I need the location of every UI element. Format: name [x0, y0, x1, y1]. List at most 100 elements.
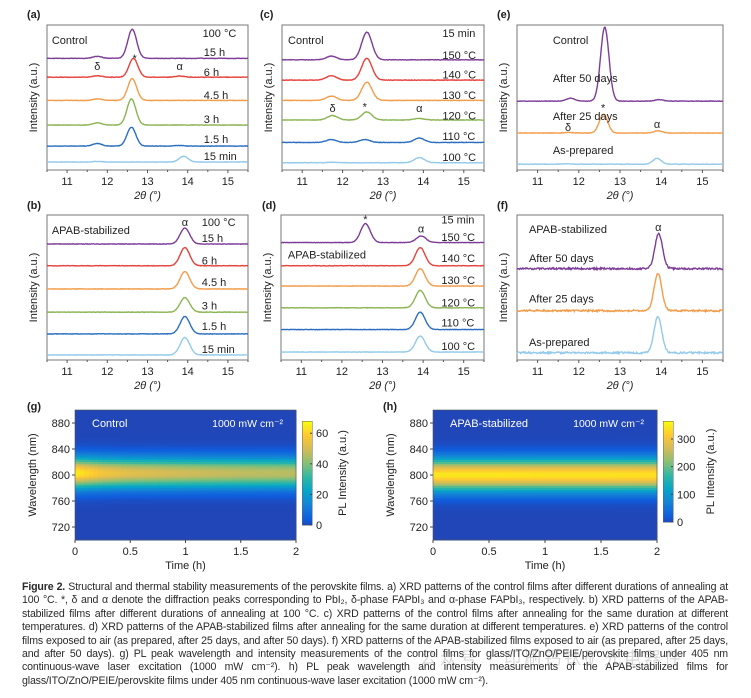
- heatmap-cell: [226, 497, 233, 500]
- heatmap-cell: [484, 512, 490, 515]
- heatmap-cell: [208, 413, 214, 417]
- heatmap-cell: [484, 471, 490, 474]
- heatmap-cell: [121, 410, 127, 413]
- heatmap-cell: [213, 436, 219, 439]
- heatmap-cell: [236, 482, 242, 485]
- heatmap-cell: [451, 525, 457, 528]
- heatmap-cell: [479, 512, 485, 515]
- colorbar-segment: [302, 523, 312, 526]
- heatmap-cell: [93, 501, 99, 504]
- heatmap-cell: [465, 450, 471, 454]
- heatmap-cell: [259, 456, 265, 459]
- heatmap-cell: [213, 410, 219, 413]
- heatmap-cell: [171, 447, 177, 450]
- heatmap-cell: [102, 413, 108, 417]
- heatmap-cell: [144, 508, 150, 511]
- heatmap-cell: [498, 484, 504, 487]
- heatmap-cell: [190, 447, 196, 450]
- heatmap-cell: [263, 417, 269, 420]
- heatmap-cell: [236, 456, 242, 459]
- heatmap-cell: [144, 434, 150, 437]
- heatmap-cell: [507, 441, 513, 445]
- heatmap-cell: [503, 484, 509, 487]
- heatmap-cell: [512, 411, 518, 415]
- annotation: *: [601, 102, 606, 114]
- heatmap-cell: [465, 534, 471, 537]
- heatmap-cell: [139, 456, 145, 459]
- heatmap-cell: [277, 506, 283, 510]
- heatmap-cell: [203, 530, 210, 534]
- colorbar-segment: [302, 507, 312, 510]
- heatmap-cell: [254, 426, 260, 430]
- heatmap-cell: [139, 517, 145, 521]
- heatmap-cell: [461, 478, 467, 482]
- heatmap-cell: [176, 530, 182, 534]
- colorbar-segment: [302, 427, 312, 431]
- heatmap-cell: [240, 502, 246, 506]
- heatmap-cell: [484, 515, 490, 519]
- heatmap-cell: [286, 508, 292, 511]
- heatmap-cell: [484, 484, 490, 487]
- heatmap-cell: [93, 486, 99, 489]
- heatmap-cell: [217, 517, 223, 521]
- heatmap-cell: [157, 445, 164, 448]
- heatmap-cell: [245, 421, 251, 424]
- heatmap-cell: [222, 514, 228, 517]
- heatmap-cell: [180, 523, 187, 526]
- heatmap-cell: [240, 410, 246, 413]
- heatmap-cell: [157, 463, 164, 467]
- colorbar-segment: [302, 512, 312, 516]
- heatmap-cell: [433, 421, 439, 424]
- heatmap-cell: [240, 489, 246, 493]
- heatmap-cell: [194, 445, 200, 448]
- heatmap-cell: [286, 484, 292, 487]
- heatmap-cell: [484, 447, 490, 450]
- heatmap-cell: [461, 480, 467, 484]
- heatmap-cell: [203, 445, 210, 448]
- heatmap-cell: [231, 423, 237, 426]
- heatmap-cell: [498, 437, 504, 441]
- heatmap-cell: [461, 415, 467, 419]
- heatmap-cell: [282, 458, 288, 461]
- heatmap-cell: [208, 517, 214, 521]
- heatmap-cell: [484, 517, 490, 521]
- heatmap-cell: [259, 411, 265, 415]
- heatmap-cell: [111, 469, 118, 472]
- heatmap-cell: [98, 476, 104, 480]
- heatmap-cell: [259, 536, 265, 539]
- heatmap-cell: [121, 462, 127, 465]
- heatmap-cell: [282, 449, 288, 452]
- heatmap-cell: [507, 469, 513, 472]
- heatmap-cell: [84, 527, 90, 530]
- heatmap-cell: [451, 419, 457, 422]
- heatmap-cell: [263, 463, 269, 467]
- heatmap-cell: [130, 501, 136, 504]
- heatmap-cell: [162, 423, 168, 426]
- heatmap-cell: [512, 413, 518, 417]
- heatmap-cell: [75, 502, 81, 506]
- heatmap-cell: [153, 476, 159, 480]
- heatmap-cell: [75, 538, 81, 541]
- heatmap-cell: [470, 528, 476, 532]
- x-tick-label: 15: [696, 366, 708, 378]
- heatmap-cell: [93, 504, 99, 508]
- heatmap-cell: [134, 497, 141, 500]
- heatmap-cell: [465, 480, 471, 484]
- heatmap-cell: [213, 530, 219, 534]
- heatmap-cell: [167, 528, 173, 532]
- heatmap-cell: [180, 413, 187, 417]
- heatmap-cell: [503, 443, 509, 446]
- heatmap-cell: [213, 426, 219, 430]
- heatmap-cell: [286, 534, 292, 537]
- heatmap-cell: [470, 476, 476, 480]
- heatmap-cell: [185, 423, 191, 426]
- heatmap-cell: [493, 436, 499, 439]
- heatmap-cell: [512, 443, 518, 446]
- heatmap-cell: [465, 415, 471, 419]
- heatmap-cell: [222, 523, 228, 526]
- heatmap-cell: [217, 530, 223, 534]
- heatmap-cell: [217, 536, 223, 539]
- heatmap-cell: [84, 434, 90, 437]
- heatmap-cell: [139, 443, 145, 446]
- heatmap-cell: [291, 532, 297, 536]
